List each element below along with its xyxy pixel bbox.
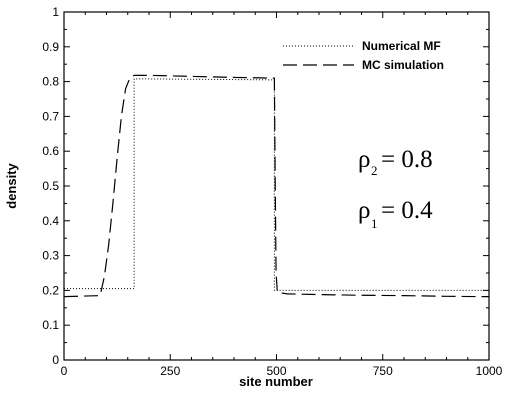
legend-label-mc-simulation: MC simulation <box>362 58 444 72</box>
annotation-rho1-value: = 0.4 <box>381 197 433 224</box>
y-tick-label: 0.4 <box>42 214 59 228</box>
series-layer <box>63 74 490 298</box>
y-tick-label: 0.1 <box>42 318 59 332</box>
y-tick-label: 0.6 <box>42 144 59 158</box>
y-tick-label: 0.8 <box>42 75 59 89</box>
legend-label-numerical-mf: Numerical MF <box>362 39 441 53</box>
y-axis-title: density <box>4 162 19 208</box>
series-line-mc-simulation <box>63 74 490 298</box>
axis-tick-labels: 0 250 500 750 1000 0 0.1 0.2 0.3 0.4 0.5 0.6 0.7 0.8 0… <box>42 5 502 378</box>
annotation-rho1-symbol: ρ <box>358 197 370 224</box>
annotation-rho-1: ρ 1 = 0.4 <box>358 197 433 231</box>
y-tick-label: 0.7 <box>42 109 59 123</box>
annotation-rho1-subscript: 1 <box>371 216 378 231</box>
legend: Numerical MF MC simulation <box>283 39 444 72</box>
series-line-numerical-mf <box>64 78 489 291</box>
x-tick-label: 250 <box>160 364 180 378</box>
y-tick-label: 0.3 <box>42 249 59 263</box>
annotation-rho2-symbol: ρ <box>358 146 370 173</box>
annotation-rho-2: ρ 2 = 0.8 <box>358 146 433 178</box>
annotation-rho2-subscript: 2 <box>371 163 378 178</box>
y-tick-label: 0.2 <box>42 283 59 297</box>
axis-ticks <box>63 11 490 361</box>
x-tick-label: 0 <box>61 364 68 378</box>
x-axis-title: site number <box>239 374 313 389</box>
annotation-rho2-value: = 0.8 <box>381 146 433 173</box>
y-tick-label: 0.5 <box>42 179 59 193</box>
y-tick-label: 0 <box>52 353 59 367</box>
x-tick-label: 500 <box>266 364 286 378</box>
y-tick-label: 0.9 <box>42 40 59 54</box>
y-tick-label: 1 <box>52 5 59 19</box>
x-tick-label: 750 <box>373 364 393 378</box>
x-tick-label: 1000 <box>476 364 503 378</box>
